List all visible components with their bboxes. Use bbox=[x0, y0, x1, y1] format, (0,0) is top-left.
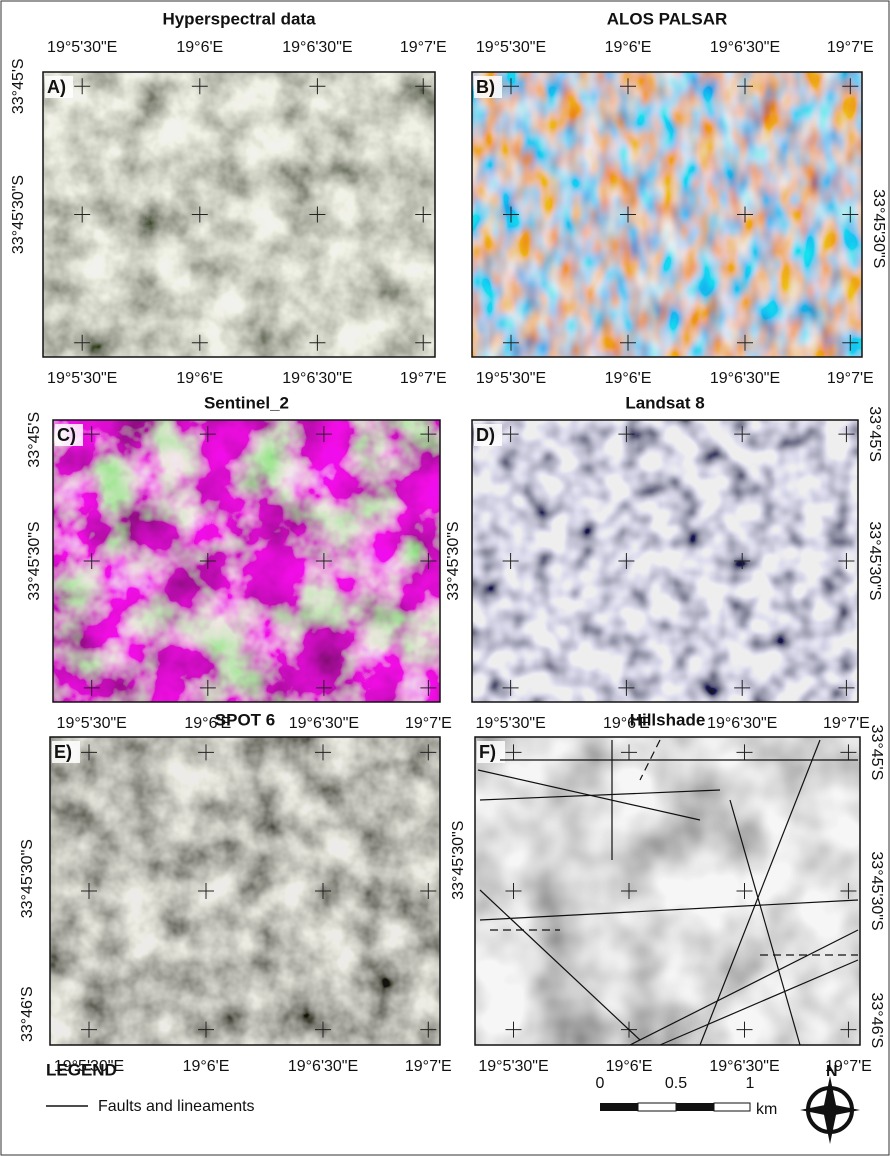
bottom-coordinate: 19°6'E bbox=[605, 370, 652, 387]
bottom-coordinate: 19°5'30"E bbox=[478, 1058, 548, 1075]
left-coordinate: 33°45'30"S bbox=[445, 521, 462, 600]
panel-title: SPOT 6 bbox=[215, 710, 275, 729]
panel-title: Hyperspectral data bbox=[162, 9, 316, 28]
right-coordinate: 33°45'S bbox=[868, 725, 885, 781]
right-coordinate: 33°45'30"S bbox=[868, 851, 885, 930]
panel-letter: F) bbox=[479, 742, 496, 762]
bottom-coordinate: 19°6'30"E bbox=[709, 1058, 779, 1075]
bottom-coordinate: 19°5'30"E bbox=[475, 715, 545, 732]
top-coordinate: 19°5'30"E bbox=[47, 39, 117, 56]
bottom-coordinate: 19°7'E bbox=[823, 715, 870, 732]
panel-title: Sentinel_2 bbox=[204, 393, 289, 412]
legend-title: LEGEND bbox=[46, 1060, 117, 1079]
top-coordinate: 19°7'E bbox=[400, 39, 447, 56]
left-coordinate: 33°46'S bbox=[19, 986, 36, 1042]
bottom-coordinate: 19°6'30"E bbox=[282, 370, 352, 387]
scale-bar: 0 0.5 1 km bbox=[596, 1075, 778, 1118]
panel-letter: A) bbox=[47, 77, 66, 97]
left-coordinate: 33°45'30"S bbox=[450, 821, 467, 900]
map-panel: F) Hillshade 19°5'30"E 19°6'E 19°6'30"E 19°7'… bbox=[450, 710, 885, 1075]
right-coordinate: 33°45'30"S bbox=[870, 189, 887, 268]
left-coordinate: 33°45'S bbox=[26, 412, 43, 468]
map-panel: A) Hyperspectral data 19°5'30"E 19°6'E 19°6'… bbox=[10, 9, 446, 387]
top-coordinate: 19°6'30"E bbox=[710, 39, 780, 56]
right-coordinate: 33°45'30"S bbox=[866, 521, 883, 600]
scale-segment bbox=[638, 1103, 676, 1111]
bottom-coordinate: 19°6'30"E bbox=[707, 715, 777, 732]
bottom-coordinate: 19°7'E bbox=[405, 1058, 452, 1075]
map-panel: E) SPOT 6 19°5'30"E 19°6'E 19°6'30"E 19°7'E 33… bbox=[19, 710, 451, 1075]
map-texture bbox=[475, 737, 860, 1045]
scale-segment bbox=[714, 1103, 750, 1111]
svg-text:N: N bbox=[826, 1063, 838, 1080]
panel-title: ALOS PALSAR bbox=[607, 9, 728, 28]
map-texture bbox=[43, 72, 435, 357]
left-coordinate: 33°45'30"S bbox=[26, 521, 43, 600]
bottom-coordinate: 19°7'E bbox=[405, 715, 452, 732]
left-coordinate: 33°45'S bbox=[10, 58, 27, 114]
scale-label: 0.5 bbox=[665, 1075, 687, 1092]
panel-letter: E) bbox=[54, 742, 72, 762]
top-coordinate: 19°6'E bbox=[176, 39, 223, 56]
bottom-coordinate: 19°6'E bbox=[606, 1058, 653, 1075]
panel-title: Hillshade bbox=[630, 710, 706, 729]
panel-letter: C) bbox=[57, 425, 76, 445]
north-arrow: N bbox=[800, 1063, 860, 1144]
legend-item: Faults and lineaments bbox=[98, 1098, 255, 1115]
panel-title: Landsat 8 bbox=[625, 393, 704, 412]
bottom-coordinate: 19°7'E bbox=[400, 370, 447, 387]
top-coordinate: 19°5'30"E bbox=[476, 39, 546, 56]
bottom-coordinate: 19°7'E bbox=[827, 370, 874, 387]
map-panel: B) ALOS PALSAR 19°5'30"E 19°6'E 19°6'30"E 19°… bbox=[472, 9, 887, 387]
scale-label: 0 bbox=[596, 1075, 605, 1092]
top-coordinate: 19°6'30"E bbox=[282, 39, 352, 56]
right-coordinate: 33°45'S bbox=[866, 406, 883, 462]
map-texture bbox=[50, 737, 440, 1045]
panel-letter: B) bbox=[476, 77, 495, 97]
map-panel: D)Landsat 819°5'30"E19°6'E19°6'30"E19°7'… bbox=[445, 393, 883, 732]
panels: A) Hyperspectral data 19°5'30"E 19°6'E 19°6'… bbox=[10, 9, 887, 1075]
bottom-coordinate: 19°5'30"E bbox=[476, 370, 546, 387]
top-coordinate: 19°6'E bbox=[605, 39, 652, 56]
bottom-coordinate: 19°5'30"E bbox=[47, 370, 117, 387]
figure: A) Hyperspectral data 19°5'30"E 19°6'E 19°6'… bbox=[0, 0, 890, 1156]
scale-segment bbox=[600, 1103, 638, 1111]
bottom-coordinate: 19°6'E bbox=[183, 1058, 230, 1075]
scale-segment bbox=[676, 1103, 714, 1111]
bottom-coordinate: 19°6'30"E bbox=[288, 1058, 358, 1075]
left-coordinate: 33°45'30"S bbox=[10, 175, 27, 254]
bottom-coordinate: 19°6'30"E bbox=[289, 715, 359, 732]
bottom-coordinate: 19°6'30"E bbox=[710, 370, 780, 387]
bottom-coordinate: 19°5'30"E bbox=[57, 715, 127, 732]
map-texture bbox=[472, 420, 858, 702]
left-coordinate: 33°45'30"S bbox=[19, 839, 36, 918]
scale-label: 1 bbox=[746, 1075, 755, 1092]
top-coordinate: 19°7'E bbox=[827, 39, 874, 56]
panel-letter: D) bbox=[476, 425, 495, 445]
right-coordinate: 33°46'S bbox=[868, 993, 885, 1049]
map-texture bbox=[53, 420, 440, 702]
scale-unit: km bbox=[756, 1101, 777, 1118]
bottom-coordinate: 19°6'E bbox=[176, 370, 223, 387]
map-texture bbox=[472, 72, 862, 357]
